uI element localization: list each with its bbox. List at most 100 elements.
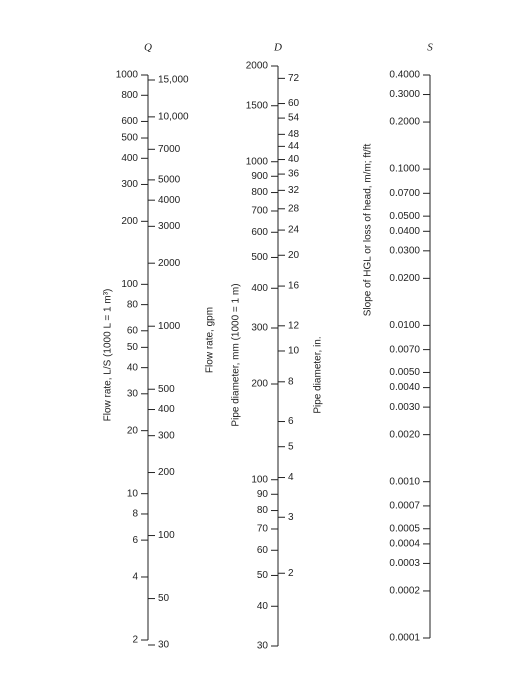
tick-label: 400 bbox=[251, 283, 268, 294]
tick-label: 2000 bbox=[246, 61, 269, 72]
tick-label: 0.0020 bbox=[389, 429, 420, 440]
tick-label: 72 bbox=[288, 73, 300, 84]
tick-label: 400 bbox=[121, 153, 138, 164]
tick-label: 2 bbox=[132, 635, 138, 646]
tick-label: 500 bbox=[251, 252, 268, 263]
tick-label: 4 bbox=[288, 472, 294, 483]
tick-label: 90 bbox=[257, 489, 269, 500]
tick-label: 3000 bbox=[158, 221, 181, 232]
tick-label: 24 bbox=[288, 225, 300, 236]
tick-label: 0.0200 bbox=[389, 273, 420, 284]
tick-label: 0.0007 bbox=[389, 501, 420, 512]
tick-label: 20 bbox=[288, 250, 300, 261]
tick-label: 0.0004 bbox=[389, 539, 420, 550]
tick-label: 200 bbox=[121, 216, 138, 227]
scale-title: Pipe diameter, mm (1000 = 1 m) bbox=[231, 283, 242, 426]
tick-label: 40 bbox=[288, 154, 300, 165]
tick-label: 300 bbox=[251, 323, 268, 334]
tick-label: 200 bbox=[251, 379, 268, 390]
tick-label: 28 bbox=[288, 203, 300, 214]
scale-title: Slope of HGL or loss of head, m/m; ft/ft bbox=[363, 144, 374, 317]
tick-label: 15,000 bbox=[158, 75, 189, 86]
tick-label: 10 bbox=[288, 346, 300, 357]
tick-label: 32 bbox=[288, 185, 300, 196]
tick-label: 8 bbox=[132, 509, 138, 520]
tick-label: 0.0002 bbox=[389, 586, 420, 597]
tick-label: 3 bbox=[288, 512, 294, 523]
tick-label: 50 bbox=[257, 570, 269, 581]
tick-label: 30 bbox=[257, 641, 269, 652]
scale-symbol: D bbox=[273, 42, 282, 54]
tick-label: 600 bbox=[251, 227, 268, 238]
tick-label: 100 bbox=[158, 530, 175, 541]
tick-label: 1000 bbox=[246, 156, 269, 167]
tick-label: 0.0400 bbox=[389, 226, 420, 237]
tick-label: 1500 bbox=[246, 100, 269, 111]
tick-label: 100 bbox=[251, 474, 268, 485]
tick-label: 2 bbox=[288, 568, 294, 579]
tick-label: 12 bbox=[288, 320, 300, 331]
tick-label: 48 bbox=[288, 129, 300, 140]
tick-label: 4 bbox=[132, 572, 138, 583]
tick-label: 54 bbox=[288, 113, 300, 124]
tick-label: 5000 bbox=[158, 175, 181, 186]
tick-label: 0.0050 bbox=[389, 367, 420, 378]
tick-label: 0.0040 bbox=[389, 382, 420, 393]
tick-label: 0.0030 bbox=[389, 402, 420, 413]
tick-label: 30 bbox=[127, 388, 139, 399]
tick-label: 60 bbox=[257, 545, 269, 556]
tick-label: 0.0070 bbox=[389, 344, 420, 355]
tick-label: 0.0003 bbox=[389, 558, 420, 569]
tick-label: 44 bbox=[288, 141, 300, 152]
tick-label: 80 bbox=[257, 505, 269, 516]
tick-label: 0.0001 bbox=[389, 633, 420, 644]
scale-title: Flow rate, gpm bbox=[205, 307, 216, 373]
tick-label: 40 bbox=[127, 362, 139, 373]
tick-label: 5 bbox=[288, 441, 294, 452]
tick-label: 16 bbox=[288, 281, 300, 292]
tick-label: 0.3000 bbox=[389, 89, 420, 100]
tick-label: 60 bbox=[127, 325, 139, 336]
tick-label: 700 bbox=[251, 206, 268, 217]
tick-label: 4000 bbox=[158, 195, 181, 206]
tick-label: 0.0300 bbox=[389, 245, 420, 256]
tick-label: 10,000 bbox=[158, 112, 189, 123]
tick-label: 50 bbox=[158, 593, 170, 604]
tick-label: 8 bbox=[288, 376, 294, 387]
tick-label: 10 bbox=[127, 488, 139, 499]
tick-label: 0.1000 bbox=[389, 164, 420, 175]
tick-label: 100 bbox=[121, 279, 138, 290]
tick-label: 600 bbox=[121, 116, 138, 127]
tick-label: 1000 bbox=[158, 321, 181, 332]
tick-label: 0.0005 bbox=[389, 523, 420, 534]
tick-label: 0.0010 bbox=[389, 476, 420, 487]
tick-label: 900 bbox=[251, 171, 268, 182]
tick-label: 1000 bbox=[116, 70, 139, 81]
tick-label: 500 bbox=[121, 133, 138, 144]
tick-label: 30 bbox=[158, 640, 170, 651]
tick-label: 70 bbox=[257, 524, 269, 535]
tick-label: 800 bbox=[121, 90, 138, 101]
tick-label: 500 bbox=[158, 384, 175, 395]
tick-label: 6 bbox=[132, 535, 138, 546]
tick-label: 400 bbox=[158, 404, 175, 415]
tick-label: 0.4000 bbox=[389, 70, 420, 81]
tick-label: 7000 bbox=[158, 144, 181, 155]
tick-label: 40 bbox=[257, 601, 269, 612]
tick-label: 36 bbox=[288, 169, 300, 180]
tick-label: 60 bbox=[288, 98, 300, 109]
tick-label: 50 bbox=[127, 342, 139, 353]
tick-label: 0.0500 bbox=[389, 211, 420, 222]
tick-label: 300 bbox=[158, 430, 175, 441]
scale-symbol: Q bbox=[144, 42, 152, 54]
tick-label: 200 bbox=[158, 467, 175, 478]
tick-label: 80 bbox=[127, 299, 139, 310]
scale-title: Pipe diameter, in. bbox=[313, 336, 324, 413]
tick-label: 6 bbox=[288, 416, 294, 427]
tick-label: 800 bbox=[251, 187, 268, 198]
scale-symbol: S bbox=[427, 42, 433, 54]
tick-label: 0.0700 bbox=[389, 188, 420, 199]
scale-title: Flow rate, L/S (1000 L = 1 m³) bbox=[103, 289, 114, 422]
tick-label: 20 bbox=[127, 425, 139, 436]
